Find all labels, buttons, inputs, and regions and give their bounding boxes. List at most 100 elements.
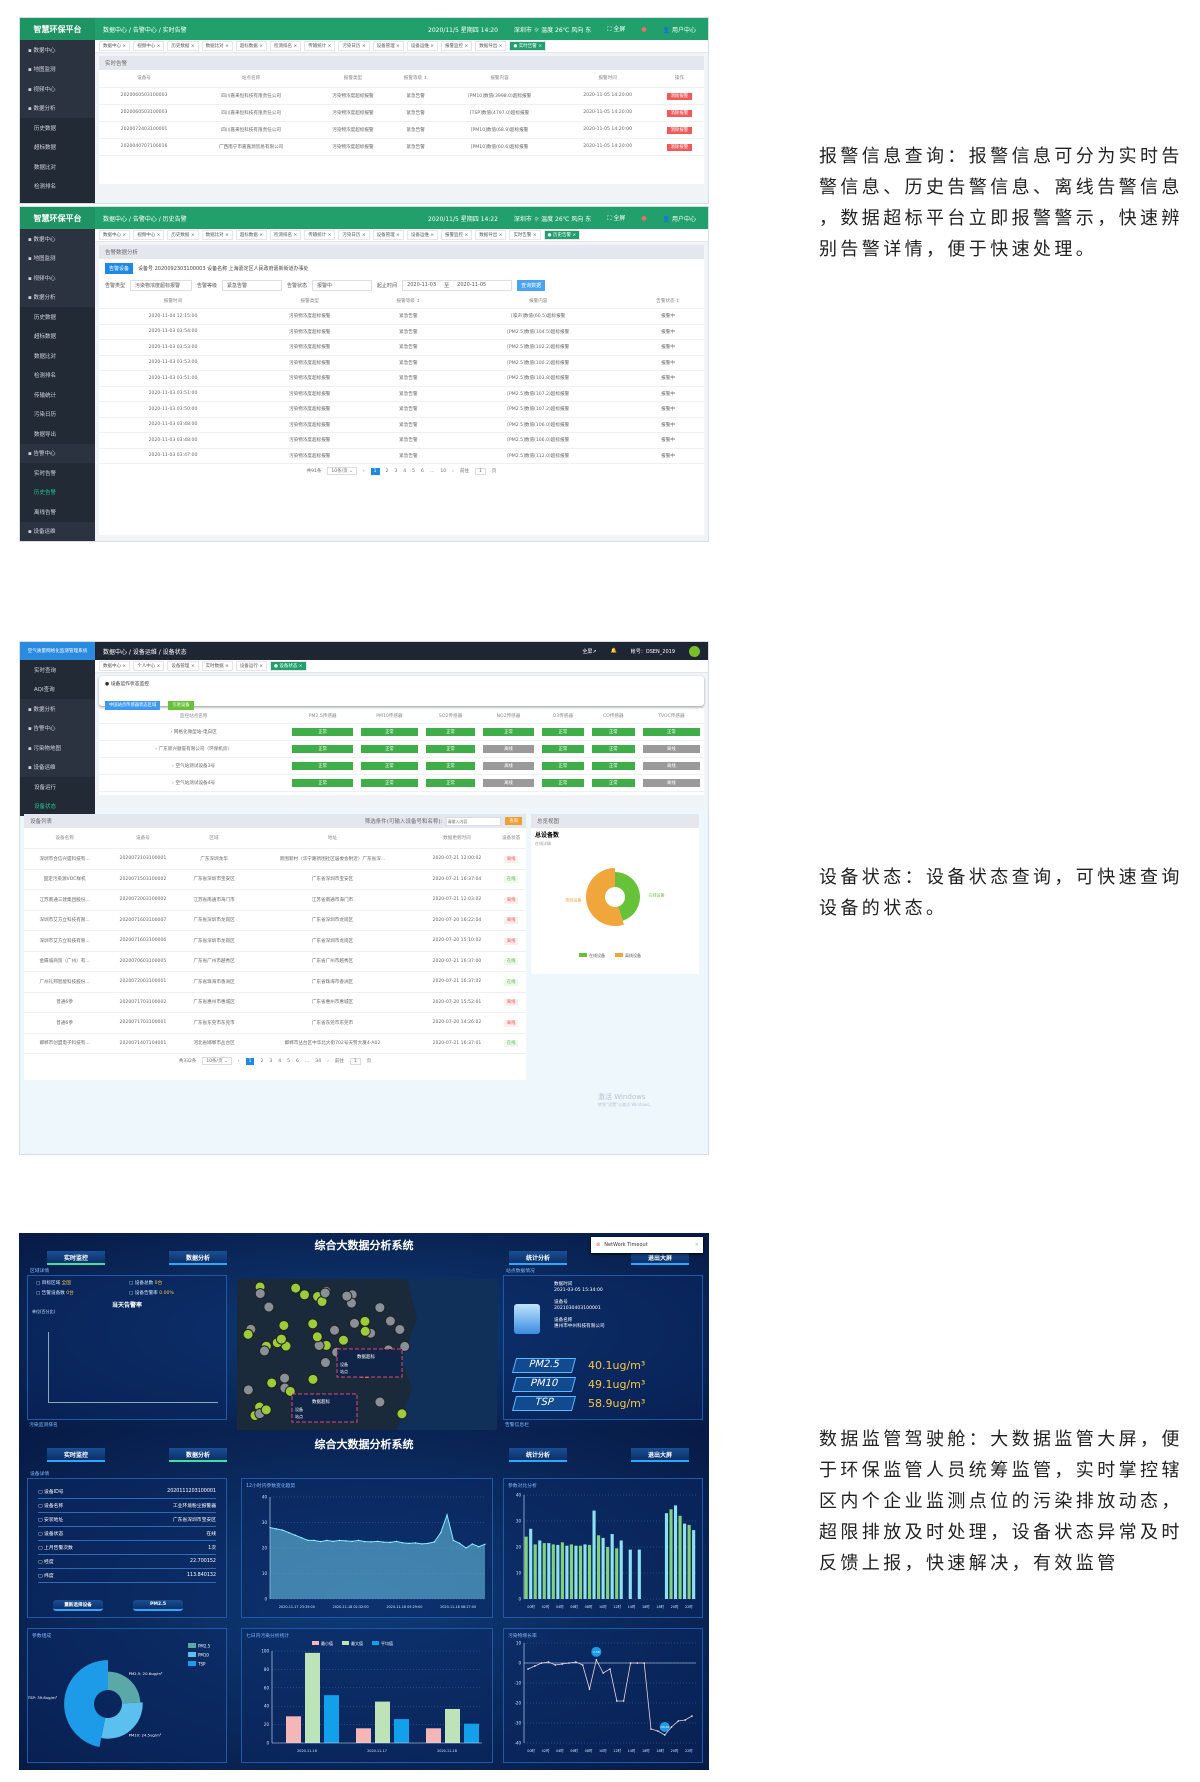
sidebar-item[interactable]: ▪ 设备运维 (28, 765, 56, 772)
sidebar-item[interactable]: ▪ 告警中心 (28, 451, 56, 458)
page-button[interactable]: 2 (260, 1058, 264, 1064)
tab[interactable]: 数据中心 × (99, 230, 131, 240)
sidebar-item[interactable]: ▪ 数据分析 (28, 295, 56, 302)
goto-input[interactable]: 1 (349, 1057, 361, 1065)
region-button[interactable]: 中国站点传感器状态区域 (105, 701, 161, 710)
tab[interactable]: 视频中心 × (133, 230, 165, 240)
page-button[interactable]: 34 (315, 1058, 322, 1064)
page-button[interactable]: 3 (394, 468, 398, 474)
tab[interactable]: 报警监控 × (441, 230, 473, 240)
tab[interactable]: 数据比对 × (201, 41, 233, 51)
sidebar-item[interactable]: 数据比对 (20, 157, 95, 177)
notification-icon[interactable]: ● (641, 214, 647, 222)
table-row[interactable]: 2020-11-03 03:48:00 污染物浓度超标报警 紧急告警 [PM2.5]数… (99, 417, 704, 433)
table-row[interactable]: 深圳市艾方立科技有限... 2020071603100006 广东省深圳市龙岗区 广东… (24, 930, 526, 952)
tab[interactable]: 数据中心 × (99, 661, 131, 671)
level-select[interactable]: 紧急告警 (222, 280, 283, 291)
sidebar-item[interactable]: 超标数据 (20, 326, 95, 346)
page-button[interactable]: 1 (370, 467, 380, 475)
devices-button[interactable]: 引进设备 (168, 701, 194, 710)
close-icon[interactable]: × (694, 1242, 699, 1248)
table-row[interactable]: 2020040707100016 广西南宁市嘉嘉源贸易有限公司 污染物浓度超标报警紧… (99, 138, 704, 156)
page-button[interactable]: 10 (440, 468, 447, 474)
reselect-device-button[interactable]: 重新选择设备 (53, 1600, 103, 1611)
table-row[interactable]: 2020-11-03 03:54:00 污染物浓度超标报警 紧急告警 [PM2.5]数… (99, 324, 704, 340)
page-button[interactable]: … (304, 1058, 310, 1064)
page-button[interactable]: › (327, 1058, 329, 1064)
data-analysis-button[interactable]: 数据分析 (169, 1251, 227, 1265)
sidebar-item[interactable]: 超标数据 (20, 137, 95, 157)
table-row[interactable]: 2020-11-03 03:48:00 污染物浓度超标报警 紧急告警 [PM2.5]数… (99, 432, 704, 449)
table-row[interactable]: 邯郸市创盟电子科技有... 2020071407104001 河北省邯郸市丛台区 邯郸… (24, 1033, 526, 1054)
tab[interactable]: 个人中心 × (133, 661, 165, 671)
clear-alarm-button[interactable]: 消除报警 (666, 109, 693, 117)
clear-alarm-button[interactable]: 消除报警 (666, 92, 693, 100)
tab[interactable]: 视频中心 × (133, 41, 165, 51)
sidebar-item[interactable]: 历史数据 (20, 118, 95, 138)
tab[interactable]: 数据比对 × (201, 230, 233, 240)
tab[interactable]: 报警监控 × (441, 41, 473, 51)
fullscreen-button[interactable]: ⛶ 全屏 (607, 26, 626, 33)
tab[interactable]: ● 实时告警 × (509, 41, 546, 51)
sensor-row[interactable]: › 网格化微型站-电白区 正常 正常 正常 正常 正常 正常 正常 (99, 723, 704, 741)
sidebar-item[interactable]: ▪ 数据分析 (28, 106, 56, 113)
page-button[interactable]: 2 (385, 468, 389, 474)
goto-input[interactable]: 1 (474, 467, 486, 475)
sidebar-item[interactable]: 传输统计 (20, 196, 95, 203)
sidebar-item[interactable]: 离线告警 (20, 502, 95, 522)
exit-screen-button[interactable]: 退出大屏 (631, 1448, 689, 1462)
table-row[interactable]: 2020-11-03 03:51:00 污染物浓度超标报警 紧急告警 [PM2.5]数… (99, 370, 704, 387)
page-button[interactable]: 1 (245, 1057, 255, 1065)
tab[interactable]: 实时数据 × (201, 661, 233, 671)
sensor-row[interactable]: › 空气站测试设备4号 正常 正常 正常 离线 正常 正常 离线 (99, 774, 704, 792)
tab[interactable]: 超标数据 × (235, 230, 268, 240)
sidebar-item[interactable]: ▪ 数据中心 (28, 236, 56, 243)
table-row[interactable]: 江苏南通三建集团股份... 2020072003100002 江苏省南通市海门市 江苏… (24, 889, 526, 911)
tab[interactable]: 污染日历 × (338, 230, 370, 240)
sidebar-item[interactable]: 实时告警 (20, 463, 95, 483)
notification-icon[interactable]: ● (641, 25, 647, 33)
tab[interactable]: ● 设备状态 × (270, 661, 307, 671)
table-row[interactable]: 金蝶诚商贸（广州）有... 2020070603100005 广东省广州市越秀区 广东… (24, 951, 526, 972)
table-row[interactable]: 2020060503100003 四川嘉来恒科技有限责任公司 污染物浓度超标报警 紧急… (99, 104, 704, 122)
tab[interactable]: 历史数据 × (167, 230, 199, 240)
fullscreen-button[interactable]: ⛶ 全屏 (607, 215, 626, 222)
tab[interactable]: 数据中心 × (99, 41, 131, 51)
realtime-monitor-button[interactable]: 实时监控 (47, 1251, 105, 1265)
sidebar-item[interactable]: ▪ 视频中心 (28, 275, 56, 282)
tab[interactable]: 检测排名 × (270, 230, 302, 240)
user-center-button[interactable]: 👤 用户中心 (662, 26, 696, 34)
query-button[interactable]: 查询 (505, 817, 522, 825)
date-range-input[interactable]: 2020-11-03 至 2020-11-05 (402, 280, 513, 291)
fullscreen-button[interactable]: 全屏↗ (582, 648, 597, 655)
sidebar-item[interactable]: 传输统计 (20, 385, 95, 405)
sensor-row[interactable]: › 广东新兴顺誉有限公司（环保机房） 正常 正常 正常 离线 正常 正常 离线 (99, 740, 704, 758)
tab[interactable]: ● 历史告警 × (543, 230, 581, 240)
tab[interactable]: 设备管理 × (372, 230, 404, 240)
sidebar-item[interactable]: 历史数据 (20, 307, 95, 327)
page-button[interactable]: 3 (269, 1058, 273, 1064)
page-button[interactable]: ‹ (362, 468, 365, 474)
sidebar-item[interactable]: ▪ 设备运维 (28, 529, 56, 536)
sidebar-item[interactable]: ▪ 数据中心 (28, 47, 56, 54)
tab[interactable]: 历史数据 × (167, 41, 199, 51)
realtime-monitor-button[interactable]: 实时监控 (47, 1448, 105, 1462)
sidebar-item[interactable]: 实时查询 (20, 660, 95, 680)
status-select[interactable]: 报警中 (312, 280, 373, 291)
tab[interactable]: 设备管理 × (372, 41, 404, 51)
sidebar-item[interactable]: 检测排名 (20, 176, 95, 196)
tab[interactable]: 数据导出 × (475, 230, 507, 240)
sidebar-item[interactable]: 设备状态 (20, 796, 95, 816)
page-button[interactable]: ‹ (237, 1058, 240, 1064)
statistics-button[interactable]: 统计分析 (509, 1251, 567, 1265)
sidebar-item[interactable]: 设备运行 (20, 777, 95, 797)
tab[interactable]: 传输统计 × (304, 230, 336, 240)
clear-alarm-button[interactable]: 消除报警 (666, 143, 693, 151)
sidebar-item[interactable]: 污染日历 (20, 404, 95, 424)
table-row[interactable]: 2020-11-03 03:47:00 污染物浓度超标报警 紧急告警 [PM2.5]数… (99, 448, 704, 464)
query-button[interactable]: 查询数据 (517, 280, 546, 291)
filter-input[interactable] (446, 816, 502, 826)
statistics-button[interactable]: 统计分析 (509, 1448, 567, 1462)
page-button[interactable]: 5 (287, 1058, 290, 1064)
